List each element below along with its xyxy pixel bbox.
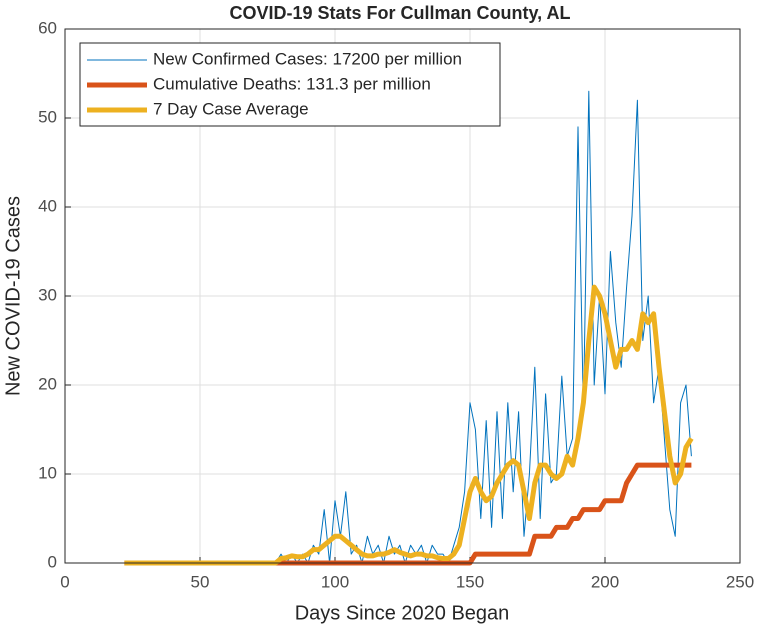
axes-box: [64, 28, 741, 564]
x-tick-label: 50: [191, 572, 210, 591]
x-tick-label: 100: [321, 572, 349, 591]
legend-box: [79, 42, 501, 127]
x-tick-label: 200: [591, 572, 619, 591]
legend-label: Cumulative Deaths: 131.3 per million: [153, 74, 431, 93]
legend-label: New Confirmed Cases: 17200 per million: [153, 49, 462, 68]
y-axis-label: New COVID-19 Cases: [2, 196, 24, 396]
y-tick-label: 20: [38, 374, 57, 393]
y-tick-label: 60: [38, 18, 57, 37]
x-axis-label: Days Since 2020 Began: [295, 602, 510, 624]
y-tick-label: 50: [38, 107, 57, 126]
y-tick-label: 40: [38, 196, 57, 215]
x-tick-label: 250: [726, 572, 754, 591]
y-tick-label: 30: [38, 285, 57, 304]
x-tick-label: 0: [60, 572, 69, 591]
y-tick-label: 0: [48, 552, 57, 571]
legend-label: 7 Day Case Average: [153, 99, 309, 118]
x-tick-label: 150: [456, 572, 484, 591]
y-tick-label: 10: [38, 463, 57, 482]
chart-title: COVID-19 Stats For Cullman County, AL: [229, 3, 570, 23]
